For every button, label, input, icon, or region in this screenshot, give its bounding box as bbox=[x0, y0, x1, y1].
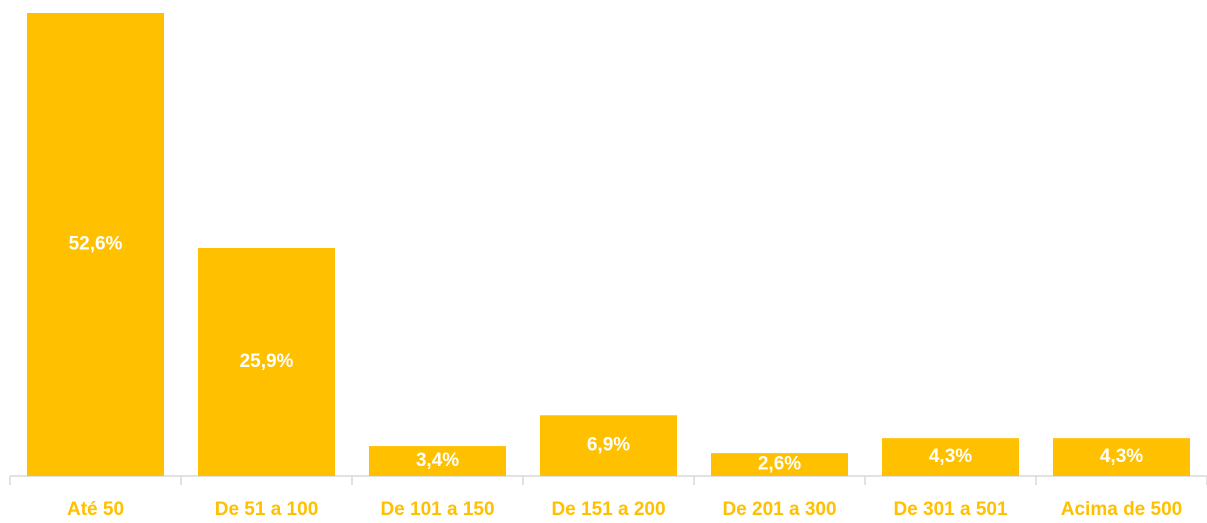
value-label: 4,3% bbox=[929, 446, 972, 467]
bar bbox=[540, 415, 677, 476]
bar bbox=[711, 453, 848, 476]
bar bbox=[27, 13, 164, 476]
value-label: 4,3% bbox=[1100, 446, 1143, 467]
x-tick-label: De 51 a 100 bbox=[215, 499, 319, 520]
x-tick-label: De 101 a 150 bbox=[380, 499, 494, 520]
value-label: 25,9% bbox=[240, 351, 294, 372]
value-label: 3,4% bbox=[416, 450, 459, 471]
value-label: 6,9% bbox=[587, 435, 630, 456]
x-tick-label: De 201 a 300 bbox=[722, 499, 836, 520]
bar bbox=[369, 446, 506, 476]
bar bbox=[198, 248, 335, 476]
value-label: 52,6% bbox=[69, 234, 123, 255]
value-label: 2,6% bbox=[758, 454, 801, 475]
x-tick-label: Acima de 500 bbox=[1061, 499, 1182, 520]
x-tick-label: De 151 a 200 bbox=[551, 499, 665, 520]
bar bbox=[1053, 438, 1190, 476]
bar bbox=[882, 438, 1019, 476]
x-tick-label: Até 50 bbox=[67, 499, 124, 520]
x-tick-label: De 301 a 501 bbox=[893, 499, 1008, 520]
